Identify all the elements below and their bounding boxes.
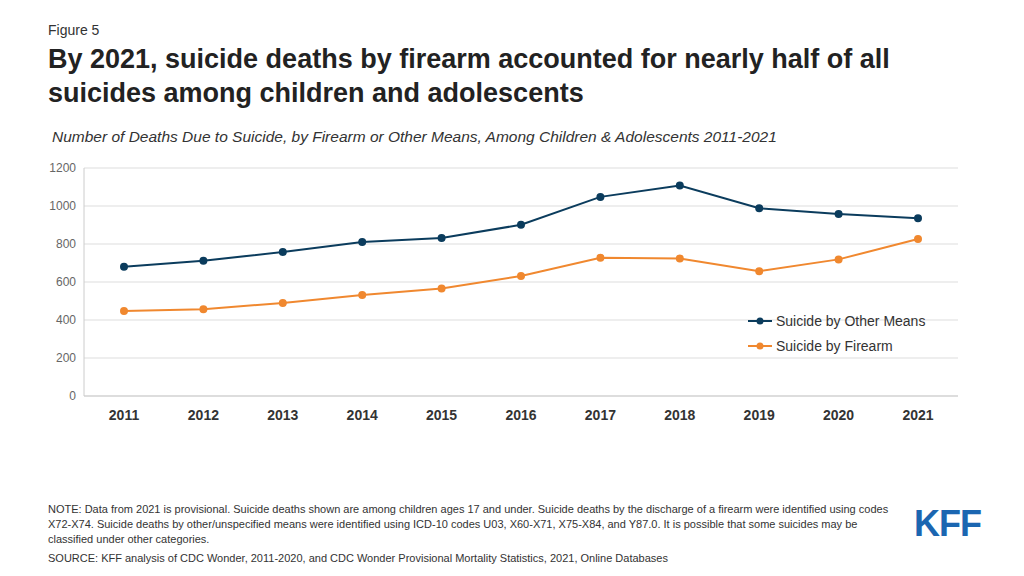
svg-text:2016: 2016 — [505, 407, 536, 423]
html-text:NOTE: Data from 2021 is provis: NOTE: Data from 2021 is provisional. Sui… — [48, 503, 889, 545]
html-text:Suicide by Firearm: Suicide by Firearm — [776, 337, 893, 354]
svg-text:2013: 2013 — [267, 407, 298, 423]
svg-text:800: 800 — [56, 237, 76, 251]
svg-text:2018: 2018 — [664, 407, 695, 423]
svg-text:2014: 2014 — [347, 407, 378, 423]
svg-text:1000: 1000 — [49, 199, 76, 213]
svg-text:2012: 2012 — [188, 407, 219, 423]
svg-text:400: 400 — [56, 313, 76, 327]
html-text:Suicide by Other Means: Suicide by Other Means — [776, 312, 926, 329]
html-text:SOURCE: KFF analysis of CDC Wo: SOURCE: KFF analysis of CDC Wonder, 2011… — [48, 552, 668, 564]
svg-text:2015: 2015 — [426, 407, 457, 423]
svg-text:200: 200 — [56, 351, 76, 365]
svg-text:2021: 2021 — [902, 407, 933, 423]
html-text:By 2021, suicide deaths by fir: By 2021, suicide deaths by firearm accou… — [48, 44, 890, 108]
svg-text:2011: 2011 — [109, 407, 140, 423]
html-text:Number of Deaths Due to Suicid: Number of Deaths Due to Suicide, by Fire… — [52, 128, 777, 145]
svg-text:2017: 2017 — [585, 407, 616, 423]
html-text:Figure 5: Figure 5 — [48, 22, 100, 38]
svg-text:1200: 1200 — [49, 161, 76, 175]
svg-text:600: 600 — [56, 275, 76, 289]
svg-text:2020: 2020 — [823, 407, 854, 423]
svg-text:0: 0 — [69, 389, 76, 403]
svg-text:2019: 2019 — [744, 407, 775, 423]
html-text:KFF: KFF — [914, 503, 981, 544]
